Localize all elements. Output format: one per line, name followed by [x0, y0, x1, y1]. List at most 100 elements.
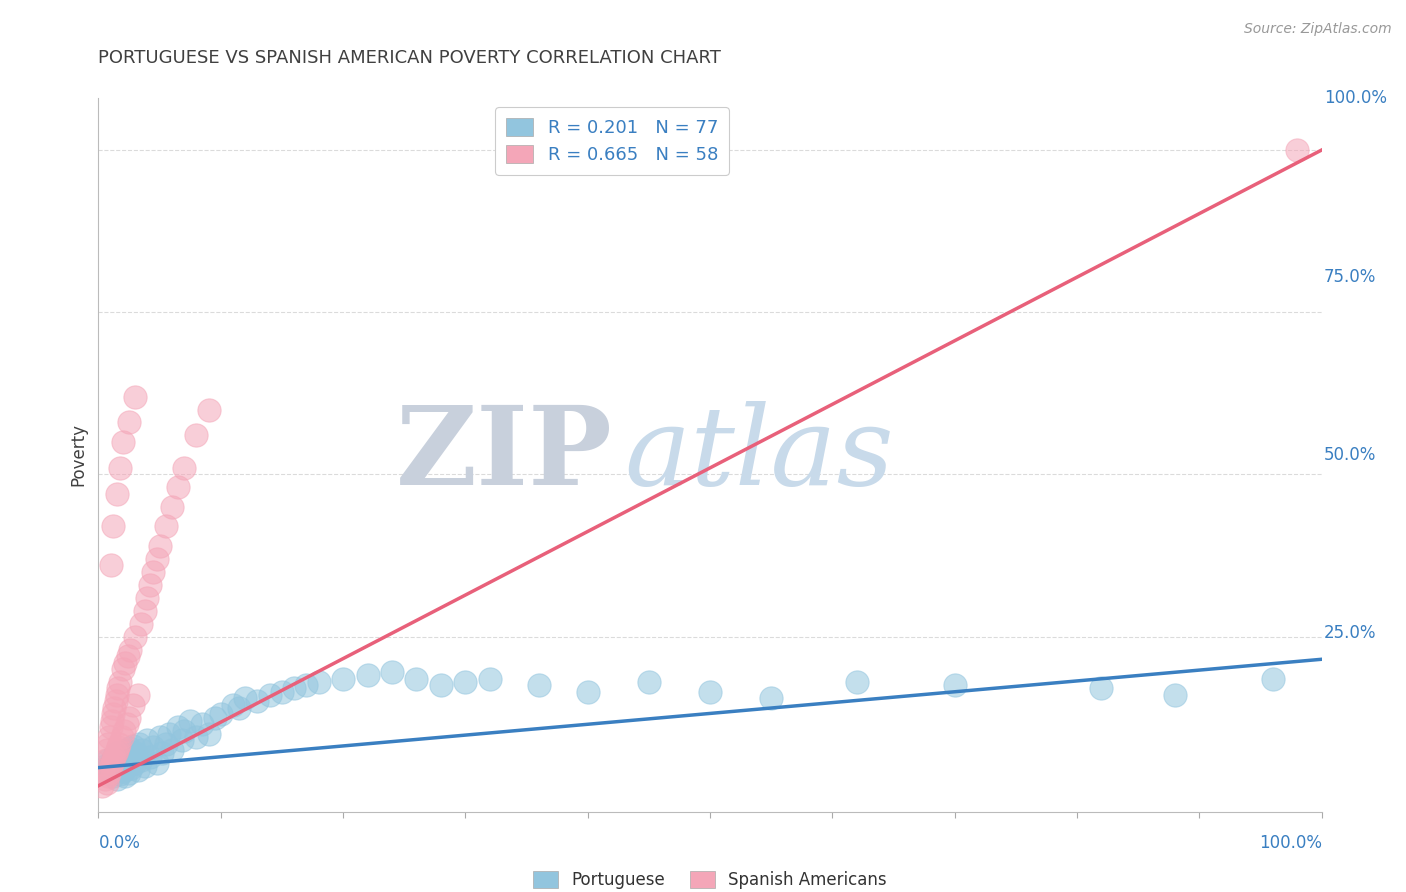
Point [129, 616, 152, 631]
Point [101, 707, 124, 722]
Point [105, 747, 128, 761]
Point [149, 539, 172, 553]
Point [186, 730, 208, 744]
Point [186, 428, 208, 442]
Point [101, 714, 124, 728]
Point [131, 743, 153, 757]
Point [149, 730, 172, 744]
Text: ZIP: ZIP [395, 401, 612, 508]
Text: 100.0%: 100.0% [1324, 89, 1388, 107]
Point [118, 765, 141, 780]
Point [283, 681, 305, 696]
Text: atlas: atlas [624, 401, 894, 508]
Point [454, 675, 477, 690]
Point [1286, 143, 1309, 157]
Point [270, 684, 294, 698]
Point [699, 684, 721, 698]
Point [117, 648, 139, 663]
Point [103, 701, 125, 715]
Point [160, 500, 183, 514]
Point [167, 480, 190, 494]
Point [478, 672, 501, 686]
Point [139, 749, 162, 764]
Point [103, 749, 125, 764]
Point [105, 772, 128, 787]
Y-axis label: Poverty: Poverty [69, 424, 87, 486]
Point [114, 747, 136, 762]
Point [118, 416, 141, 430]
Point [91, 763, 114, 777]
Point [96, 775, 118, 789]
Point [1090, 681, 1112, 696]
Point [120, 642, 142, 657]
Point [167, 720, 190, 734]
Point [197, 727, 219, 741]
Point [105, 487, 128, 501]
Point [100, 765, 122, 780]
Point [110, 675, 132, 690]
Point [170, 733, 193, 747]
Point [845, 675, 868, 690]
Point [107, 756, 129, 770]
Text: 25.0%: 25.0% [1324, 624, 1376, 642]
Point [146, 551, 169, 566]
Point [108, 737, 131, 751]
Point [136, 591, 159, 605]
Point [111, 730, 134, 744]
Point [527, 678, 550, 692]
Point [101, 769, 124, 783]
Point [191, 717, 214, 731]
Point [308, 675, 330, 690]
Point [160, 743, 183, 757]
Point [381, 665, 404, 680]
Point [1261, 672, 1284, 686]
Point [112, 763, 135, 777]
Point [142, 565, 165, 579]
Text: 50.0%: 50.0% [1324, 446, 1376, 464]
Point [120, 761, 142, 775]
Point [114, 769, 136, 783]
Point [943, 678, 966, 692]
Point [120, 749, 142, 764]
Point [259, 688, 281, 702]
Point [430, 678, 453, 692]
Point [100, 558, 122, 573]
Point [222, 698, 245, 712]
Point [121, 739, 143, 753]
Point [209, 707, 232, 722]
Text: Source: ZipAtlas.com: Source: ZipAtlas.com [1244, 22, 1392, 37]
Point [104, 694, 127, 708]
Point [124, 756, 146, 770]
Point [94, 753, 117, 767]
Point [96, 743, 118, 757]
Point [246, 694, 269, 708]
Text: 0.0%: 0.0% [98, 834, 141, 852]
Point [110, 751, 132, 765]
Point [134, 604, 156, 618]
Point [111, 745, 134, 759]
Point [97, 737, 120, 751]
Point [146, 756, 169, 770]
Point [197, 402, 219, 417]
Point [637, 675, 661, 690]
Point [111, 754, 134, 768]
Point [108, 761, 131, 775]
Point [105, 688, 128, 702]
Point [142, 739, 165, 754]
Point [118, 741, 141, 756]
Point [129, 753, 152, 767]
Point [100, 720, 122, 734]
Text: 100.0%: 100.0% [1258, 834, 1322, 852]
Point [139, 577, 162, 591]
Point [97, 769, 120, 783]
Point [127, 688, 149, 702]
Point [405, 672, 427, 686]
Point [101, 753, 124, 767]
Point [125, 747, 148, 761]
Point [332, 672, 354, 686]
Point [204, 711, 226, 725]
Point [761, 691, 783, 706]
Text: 75.0%: 75.0% [1324, 268, 1376, 285]
Point [98, 765, 121, 780]
Point [150, 747, 173, 761]
